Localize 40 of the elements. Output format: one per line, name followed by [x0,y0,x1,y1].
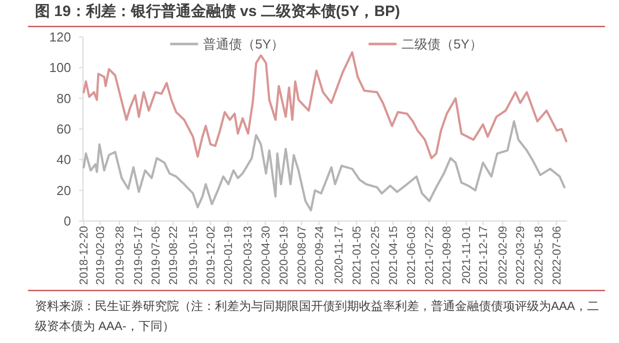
x-tick-label: 2020-08-07 [296,226,308,285]
x-tick-label: 2021-06-03 [406,226,418,285]
y-tick-label: 80 [56,90,71,106]
x-tick-label: 2022-03-29 [515,226,528,285]
x-tick-label: 2019-07-05 [150,226,163,285]
x-tick-label: 2021-07-22 [424,226,436,285]
x-tick-label: 2021-02-25 [370,226,382,285]
x-tick-label: 2022-02-09 [498,226,510,285]
x-tick-label: 2022-05-18 [534,226,546,285]
x-tick-label: 2021-12-17 [478,226,490,285]
y-tick-label: 120 [49,30,71,44]
chart-title: 图 19：利差：银行普通金融债 vs 二级资本债(5Y，BP) [35,2,400,21]
x-tick-label: 2018-12-20 [78,226,91,285]
x-tick-label: 2020-01-19 [223,226,236,285]
x-tick-label: 2019-08-22 [168,226,180,285]
x-tick-label: 2020-11-17 [334,226,346,284]
x-tick-label: 2019-12-02 [205,226,218,285]
x-tick-label: 2020-06-19 [278,226,291,285]
y-tick-label: 100 [49,60,71,76]
line-series [82,51,568,160]
y-tick-label: 60 [56,122,71,136]
y-tick-label: 20 [56,182,71,198]
x-tick-label: 2020-03-13 [242,226,255,285]
y-tick-label: 40 [56,152,71,168]
x-tick-label: 2021-01-05 [352,226,364,285]
text: 资料来源：民生证券研究院（注：利差为与同期限国开债到期收益率利差，普通金融债债项评级为AAA，二级资本债为 AAA-，下同） [35,298,600,335]
x-tick-label: 2019-05-17 [132,226,145,285]
x-tick-label: 2019-03-28 [114,226,127,285]
x-tick-label: 2021-04-15 [388,226,400,285]
x-tick-label: 2022-07-06 [551,226,564,285]
x-tick-label: 2021-09-08 [441,226,454,285]
y-tick-label: 0 [64,214,71,228]
x-tick-label: 2020-04-30 [260,226,272,285]
x-tick-label: 2021-11-01 [461,226,474,284]
legend-label: 二级债（5Y） [402,36,482,52]
line-series [82,120,566,212]
x-tick-label: 2019-02-03 [95,226,108,285]
legend-label: 普通债（5Y） [203,36,284,52]
x-tick-label: 2019-10-15 [188,226,200,285]
x-tick-label: 2020-09-24 [314,225,326,285]
